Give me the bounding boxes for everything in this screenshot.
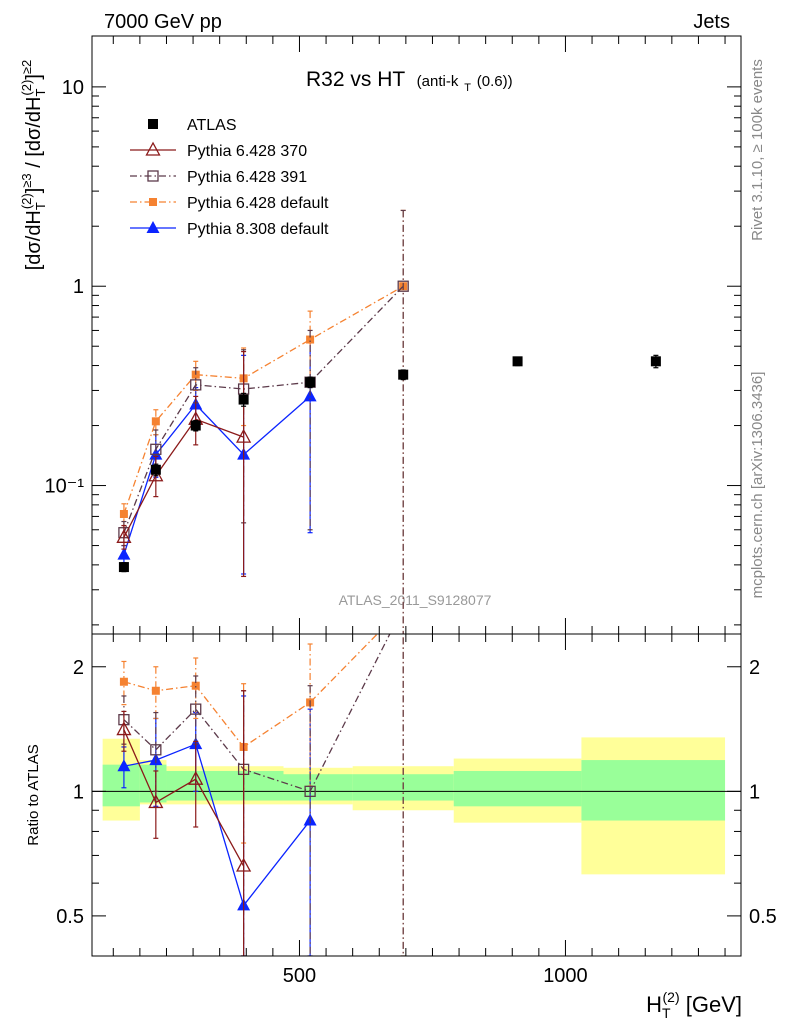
data-point — [119, 677, 128, 686]
ratio-panel — [116, 634, 406, 956]
legend-item-pythia-6-428-370: Pythia 6.428 370 — [130, 141, 307, 160]
green-band-6 — [453, 770, 582, 807]
ratio-y-tick-label-right: 2 — [749, 657, 760, 679]
legend-item-pythia-6-428-391: Pythia 6.428 391 — [130, 169, 307, 186]
data-point — [304, 785, 316, 797]
mcplots-label: mcplots.cern.ch [arXiv:1306.3436] — [749, 372, 766, 599]
data-point — [650, 356, 661, 367]
ratio-y-tick-label-right: 0.5 — [749, 906, 777, 928]
main-title-sub-tail: (0.6)) — [477, 73, 513, 90]
x-tick-label: 500 — [283, 965, 316, 987]
legend-item-pythia-6-428-default: Pythia 6.428 default — [130, 195, 329, 212]
legend-marker — [148, 119, 158, 129]
data-point — [151, 686, 160, 695]
green-band-4 — [283, 774, 353, 801]
green-band-7 — [581, 760, 726, 821]
data-point — [116, 528, 132, 543]
main-series-atlas — [118, 354, 661, 573]
ratio-y-axis-label: Ratio to ATLAS — [25, 744, 42, 845]
main-title-sub: (anti-k — [417, 73, 459, 90]
main-y-tick-label: 1 — [73, 276, 84, 298]
ratio-series-pythia-6-428-370 — [116, 690, 252, 956]
data-point — [190, 379, 202, 391]
main-title: R32 vs HT (anti-k T (0.6)) — [306, 68, 513, 96]
data-point — [117, 759, 131, 772]
data-point — [149, 447, 163, 460]
main-title-text: R32 vs HT — [306, 68, 405, 91]
rivet-version-label: Rivet 3.1.10, ≥ 100k events — [749, 59, 766, 241]
main-panel — [116, 209, 661, 634]
ratio-uncertainty-bands — [92, 737, 741, 875]
data-point — [119, 509, 128, 518]
legend-label: Pythia 8.308 default — [187, 221, 329, 238]
data-point — [150, 744, 162, 756]
header-left-label: 7000 GeV pp — [104, 11, 222, 33]
main-series-pythia-8-308-default — [117, 342, 317, 575]
legend-label: Pythia 6.428 default — [187, 195, 329, 212]
legend-label: ATLAS — [187, 117, 237, 134]
series-line — [123, 634, 391, 793]
header-right-label: Jets — [693, 11, 730, 33]
legend-item-pythia-8-308-default: Pythia 8.308 default — [130, 221, 329, 238]
analysis-tag: ATLAS_2011_S9128077 — [339, 592, 492, 608]
data-point — [236, 428, 252, 443]
data-point — [190, 420, 201, 431]
green-band-3 — [240, 770, 284, 801]
data-point — [191, 681, 200, 690]
main-title-sub-index: T — [464, 82, 471, 94]
data-point — [398, 369, 409, 380]
series-line — [123, 729, 245, 867]
legend: ATLAS Pythia 6.428 370 Pythia 6.428 391 Pyt… — [130, 117, 329, 238]
main-series-pythia-6-428-391 — [118, 209, 409, 634]
data-point — [150, 464, 161, 475]
series-line — [123, 285, 404, 533]
axes: 10⁻¹ 1 10 0.5 0.5 1 1 2 2 500 1000 — [45, 35, 777, 987]
ratio-y-tick-label-left: 1 — [73, 781, 84, 803]
legend-marker — [147, 170, 159, 182]
x-axis-label: HT(2) [GeV] — [646, 989, 742, 1021]
main-y-tick-label: 10⁻¹ — [45, 476, 85, 498]
legend-item-atlas: ATLAS — [148, 117, 237, 134]
legend-marker — [145, 141, 161, 156]
ratio-y-tick-label-right: 1 — [749, 781, 760, 803]
green-band-2 — [166, 770, 241, 801]
main-series-pythia-6-428-370 — [116, 350, 252, 578]
ratio-y-tick-label-left: 2 — [73, 657, 84, 679]
data-point — [190, 703, 202, 715]
data-point — [397, 280, 409, 292]
legend-marker — [146, 221, 160, 233]
legend-label: Pythia 6.428 391 — [187, 169, 307, 186]
data-point — [118, 562, 129, 573]
data-point — [116, 721, 132, 736]
series-line — [123, 418, 244, 538]
legend-marker — [149, 198, 157, 206]
data-point — [117, 547, 131, 560]
series-line — [123, 634, 379, 748]
data-point — [306, 335, 315, 344]
main-y-axis-label: [dσ/dHT(2)]≥3 / [dσ/dHT(2)]≥2 — [19, 60, 48, 271]
x-tick-label: 1000 — [543, 965, 588, 987]
main-series-pythia-6-428-default — [119, 209, 408, 634]
green-band-0 — [102, 764, 140, 807]
data-point — [148, 794, 164, 809]
ratio-frame — [91, 633, 742, 957]
main-y-tick-label: 10 — [62, 77, 84, 99]
data-point — [150, 443, 162, 455]
ratio-y-tick-label-left: 0.5 — [56, 906, 84, 928]
data-point — [236, 857, 252, 872]
data-point — [305, 377, 316, 388]
legend-label: Pythia 6.428 370 — [187, 143, 307, 160]
data-point — [512, 356, 523, 367]
data-point — [151, 417, 160, 426]
series-line — [123, 285, 404, 515]
data-point — [238, 394, 249, 405]
data-point — [188, 770, 204, 785]
